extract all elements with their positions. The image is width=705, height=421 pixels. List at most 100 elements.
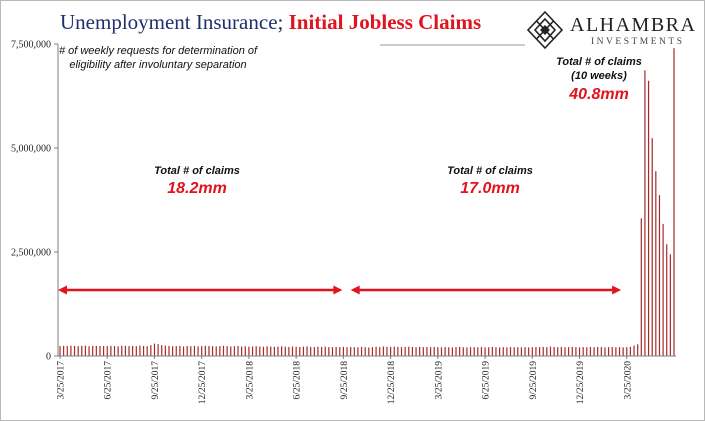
bar [586, 347, 588, 356]
bar [335, 346, 337, 356]
bar [506, 347, 508, 356]
bar [88, 346, 90, 356]
bar [426, 346, 428, 356]
bar [346, 347, 348, 356]
bar [168, 345, 170, 356]
bar [186, 346, 188, 356]
bar [77, 346, 79, 356]
bar [415, 347, 417, 356]
bar [480, 347, 483, 356]
bar [237, 345, 239, 356]
bar [328, 347, 330, 356]
bar [528, 347, 530, 356]
bar [618, 347, 621, 356]
bar [608, 347, 610, 356]
x-tick-label: 3/25/2019 [434, 361, 444, 400]
bar [295, 346, 297, 356]
diamond-lattice-icon [526, 10, 564, 50]
bar [444, 347, 446, 356]
bar [611, 346, 613, 356]
bar [197, 346, 199, 356]
y-axis: 7,500,000 5,000,000 2,500,000 0 [11, 40, 59, 363]
bar [317, 346, 319, 356]
bar [281, 346, 283, 356]
period-arrow-2 [350, 285, 622, 295]
bar [513, 347, 515, 356]
bar [495, 347, 497, 356]
bar [520, 347, 523, 356]
bar [128, 346, 130, 356]
bar [411, 347, 414, 356]
x-tick-label: 9/25/2018 [340, 361, 350, 400]
bar [342, 346, 344, 356]
bar [382, 346, 384, 356]
bar [637, 344, 639, 356]
bar [339, 347, 341, 356]
bar [219, 346, 221, 356]
bar [658, 195, 661, 356]
logo-name: ALHAMBRA [570, 14, 697, 36]
bar [73, 345, 76, 356]
bar [564, 347, 566, 356]
bar [190, 346, 192, 356]
bar [517, 347, 519, 356]
bar [211, 346, 214, 356]
annotation-label-1: Total # of claims [154, 165, 240, 177]
bar [81, 345, 83, 356]
bar [302, 346, 305, 356]
bar [666, 244, 668, 356]
bar [230, 346, 232, 356]
bar [379, 347, 381, 356]
bar [571, 346, 573, 356]
x-tick-label: 12/25/2019 [576, 361, 586, 405]
bar [59, 346, 61, 356]
bar [306, 346, 308, 356]
company-logo: ALHAMBRA INVESTMENTS [526, 10, 701, 50]
bar [193, 345, 196, 356]
bar [157, 344, 159, 356]
bar [324, 346, 326, 356]
annotation-sublabel-3: (10 weeks) [571, 70, 627, 82]
bar [404, 346, 406, 356]
bar [473, 347, 475, 356]
bar [393, 346, 395, 356]
bar [644, 70, 646, 356]
bar [331, 347, 334, 356]
bar [531, 347, 533, 356]
bar [408, 346, 410, 356]
bar [633, 345, 635, 356]
bar [597, 346, 599, 356]
bar [455, 347, 457, 356]
bar [371, 347, 374, 356]
bar [270, 346, 272, 356]
bar [484, 347, 486, 356]
bar [459, 346, 461, 356]
y-tick-label: 5,000,000 [11, 144, 51, 155]
bar [135, 346, 137, 356]
period-arrows [58, 285, 622, 295]
bar [161, 345, 163, 356]
bar [201, 346, 203, 356]
bar [589, 347, 592, 356]
bar [284, 346, 286, 356]
bar [248, 346, 250, 356]
bar [266, 346, 268, 356]
annotation-value-1: 18.2mm [167, 180, 227, 197]
bar [132, 345, 134, 356]
bar [95, 345, 97, 356]
bar [357, 347, 359, 356]
chart-title: Unemployment Insurance; Initial Jobless … [60, 10, 481, 35]
bar [262, 346, 265, 356]
bar [397, 346, 399, 356]
bar [99, 346, 101, 356]
period-arrow-1 [58, 285, 343, 295]
bar [124, 345, 126, 356]
bar [208, 345, 210, 356]
annotation-label-3: Total # of claims [556, 56, 642, 68]
bar [172, 346, 174, 356]
bar [502, 347, 504, 356]
bar [578, 347, 581, 356]
bar [106, 346, 108, 356]
bar [647, 80, 650, 356]
